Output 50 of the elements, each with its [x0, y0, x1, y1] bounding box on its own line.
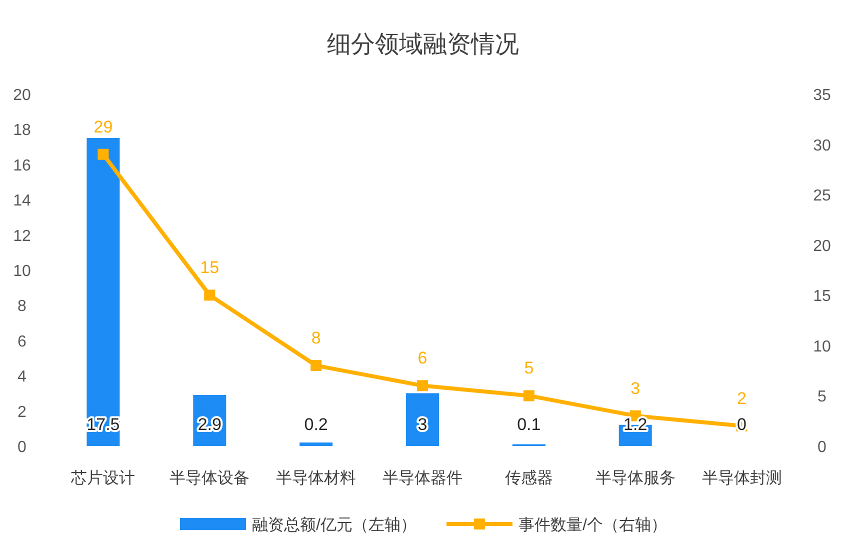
y-tick-label: 0	[18, 439, 27, 456]
y-tick-label: 6	[18, 333, 27, 350]
y-tick-label: 8	[18, 298, 27, 316]
y2-tick-label: 15	[813, 288, 831, 306]
y-tick-label: 2	[18, 404, 27, 421]
y-tick-label: 4	[18, 368, 27, 386]
data-label: 17.5	[86, 415, 120, 434]
y2-tick-label: 10	[813, 338, 831, 356]
bar	[86, 138, 120, 446]
point	[310, 360, 322, 372]
y-tick-label: 16	[13, 157, 31, 174]
data-label: 15	[200, 258, 220, 278]
x-tick-label: 传感器	[504, 469, 553, 487]
y-tick-label: 14	[13, 192, 31, 210]
point	[98, 148, 109, 160]
legend-label: 融资总额/亿元（左轴）	[252, 516, 416, 534]
data-label: 0	[737, 415, 747, 434]
y2-tick-label: 30	[813, 137, 831, 154]
data-label: 3	[418, 415, 428, 434]
y2-tick-label: 0	[818, 439, 827, 456]
x-tick-label: 半导体器件	[382, 469, 462, 487]
data-label: 0.1	[517, 415, 541, 434]
x-tick-label: 半导体服务	[595, 469, 676, 487]
y2-tick-label: 35	[813, 87, 831, 104]
y-tick-label: 18	[13, 122, 31, 140]
y-tick-label: 12	[13, 228, 31, 245]
bar	[300, 442, 333, 446]
x-tick-label: 半导体封测	[702, 469, 782, 487]
y2-tick-label: 25	[813, 188, 831, 205]
data-label: 8	[311, 328, 321, 348]
y2-tick-label: 5	[818, 388, 827, 406]
point	[417, 380, 428, 392]
data-label: 2.9	[198, 415, 222, 434]
data-label: 6	[418, 348, 428, 368]
chart-title: 细分领域融资情况	[327, 31, 519, 58]
x-tick-label: 半导体设备	[170, 469, 250, 487]
x-tick-label: 半导体材料	[276, 469, 356, 487]
legend-label: 事件数量/个（右轴）	[518, 516, 667, 534]
data-label: 29	[94, 117, 113, 136]
data-label: 2	[737, 388, 747, 408]
point	[523, 390, 534, 402]
bar	[406, 393, 439, 446]
point	[204, 290, 216, 301]
data-label: 3	[630, 378, 640, 398]
data-label: 0.2	[304, 415, 328, 434]
y2-tick-label: 20	[813, 238, 831, 255]
data-label: 5	[524, 358, 534, 378]
x-tick-label: 芯片设计	[70, 469, 136, 487]
y-tick-label: 20	[13, 87, 31, 104]
y-tick-label: 10	[13, 263, 31, 280]
